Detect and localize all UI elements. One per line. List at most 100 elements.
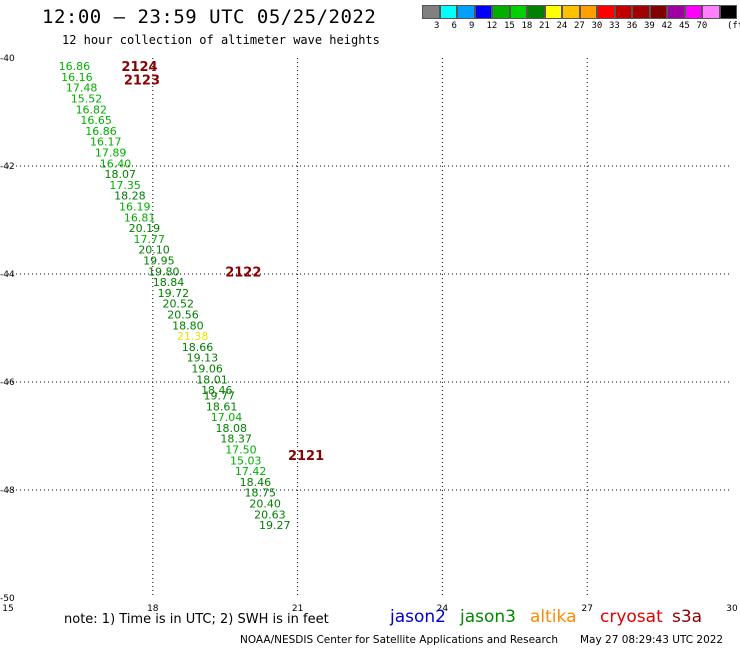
y-tick-label: -48: [0, 486, 15, 496]
satellite-legend-altika: altika: [530, 607, 577, 627]
wave-height-label: 17.77: [133, 233, 165, 246]
footer-credit: NOAA/NESDIS Center for Satellite Applica…: [240, 634, 558, 646]
color-scale-label: 42: [661, 21, 673, 31]
y-tick-label: -40: [0, 54, 15, 64]
wave-height-label: 16.17: [90, 136, 122, 149]
wave-height-label: 16.40: [100, 157, 132, 170]
color-scale-label: 27: [574, 21, 585, 31]
wave-height-label: 16.81: [124, 211, 156, 224]
color-scale-labels: 3 6 9 12 15 18 21 24 27 30 33 36 39 42 45 70: [422, 21, 740, 33]
footer-timestamp: May 27 08:29:43 UTC 2022: [580, 634, 724, 646]
x-tick-label: 27: [581, 604, 592, 614]
wave-height-label: 19.77: [203, 390, 235, 403]
satellite-legend-jason2: jason2: [390, 607, 446, 627]
satellite-legend-cryosat: cryosat: [600, 607, 663, 627]
wave-height-label: 18.46: [201, 384, 233, 397]
color-swatch-15: [684, 5, 702, 19]
footer-note: note: 1) Time is in UTC; 2) SWH is in fe…: [64, 612, 329, 627]
pass-number-label: 2122: [225, 265, 261, 280]
color-swatch-11: [614, 5, 632, 19]
color-scale-label: 18: [521, 21, 533, 31]
y-tick-label: -44: [0, 270, 15, 280]
color-swatch-10: [597, 5, 615, 19]
wave-height-label: 15.03: [230, 454, 262, 467]
wave-height-label: 16.65: [80, 114, 112, 127]
color-swatch-3: [474, 5, 492, 19]
color-scale-label: 12: [486, 21, 498, 31]
color-swatch-6: [527, 5, 545, 19]
color-swatch-12: [632, 5, 650, 19]
wave-height-label: 18.80: [172, 319, 204, 332]
color-swatch-17: [719, 5, 737, 19]
x-tick-label: 15: [2, 604, 13, 614]
wave-height-label: 16.86: [85, 125, 117, 138]
wave-height-label: 18.66: [182, 341, 214, 354]
wave-height-label: 16.19: [119, 201, 151, 214]
color-scale-label: 3: [434, 21, 440, 31]
color-scale-label: 70: [696, 21, 708, 31]
wave-height-label: 18.01: [196, 373, 228, 386]
color-swatch-1: [439, 5, 457, 19]
x-tick-label: 21: [292, 604, 303, 614]
wave-height-label: 19.72: [158, 287, 190, 300]
color-scale-label: 33: [609, 21, 620, 31]
page-subtitle: 12 hour collection of altimeter wave hei…: [62, 33, 380, 47]
wave-height-label: 17.04: [211, 411, 243, 424]
pass-number-label: 2123: [124, 74, 160, 89]
x-tick-label: 30: [726, 604, 738, 614]
color-scale-label: 39: [644, 21, 655, 31]
color-swatch-14: [667, 5, 685, 19]
color-scale-unit: (ft): [727, 21, 740, 31]
wave-height-label: 18.28: [114, 190, 146, 203]
wave-height-label: 21.38: [177, 330, 209, 343]
color-swatch-2: [457, 5, 475, 19]
wave-height-label: 18.08: [216, 422, 248, 435]
color-swatch-7: [544, 5, 562, 19]
pass-number-label: 2121: [288, 449, 324, 464]
wave-height-label: 19.80: [148, 265, 180, 278]
wave-height-label: 20.19: [129, 222, 161, 235]
color-swatch-4: [492, 5, 510, 19]
wave-height-label: 20.40: [249, 498, 280, 511]
color-swatch-16: [702, 5, 720, 19]
color-scale-label: 9: [469, 21, 475, 31]
color-scale-label: 36: [626, 21, 638, 31]
y-tick-label: -50: [0, 594, 15, 604]
color-swatch-13: [649, 5, 667, 19]
wave-height-label: 19.27: [259, 519, 291, 532]
x-tick-label: 18: [147, 604, 159, 614]
color-swatch-5: [509, 5, 527, 19]
wave-height-label: 20.63: [254, 508, 286, 521]
wave-height-label: 17.50: [225, 444, 257, 457]
wave-height-label: 18.61: [206, 400, 238, 413]
wave-height-label: 17.89: [95, 147, 127, 160]
wave-height-label: 18.84: [153, 276, 185, 289]
wave-height-label: 17.35: [109, 179, 141, 192]
color-scale-label: 6: [451, 21, 457, 31]
page-title: 12:00 – 23:59 UTC 05/25/2022: [42, 6, 377, 28]
wave-height-label: 16.82: [76, 103, 108, 116]
wave-height-label: 19.13: [187, 352, 219, 365]
color-swatch-0: [422, 5, 440, 19]
wave-height-label: 18.37: [220, 433, 252, 446]
wave-height-label: 19.95: [143, 255, 175, 268]
wave-height-label: 18.46: [240, 476, 272, 489]
color-scale-label: 45: [679, 21, 690, 31]
color-scale-label: 21: [539, 21, 550, 31]
satellite-legend-s3a: s3a: [672, 607, 703, 627]
color-swatch-8: [562, 5, 580, 19]
color-swatch-9: [579, 5, 597, 19]
wave-height-label: 19.06: [191, 363, 223, 376]
wave-height-label: 20.52: [162, 298, 194, 311]
wave-height-label: 18.75: [245, 487, 276, 500]
color-scale-swatches: [422, 5, 737, 19]
wave-height-label: 17.48: [66, 82, 98, 95]
wave-height-label: 16.16: [61, 71, 93, 84]
wave-height-label: 20.56: [167, 309, 199, 322]
y-tick-label: -42: [0, 162, 15, 172]
color-scale-label: 24: [556, 21, 568, 31]
x-tick-label: 24: [437, 604, 449, 614]
pass-number-label: 2124: [121, 60, 157, 75]
